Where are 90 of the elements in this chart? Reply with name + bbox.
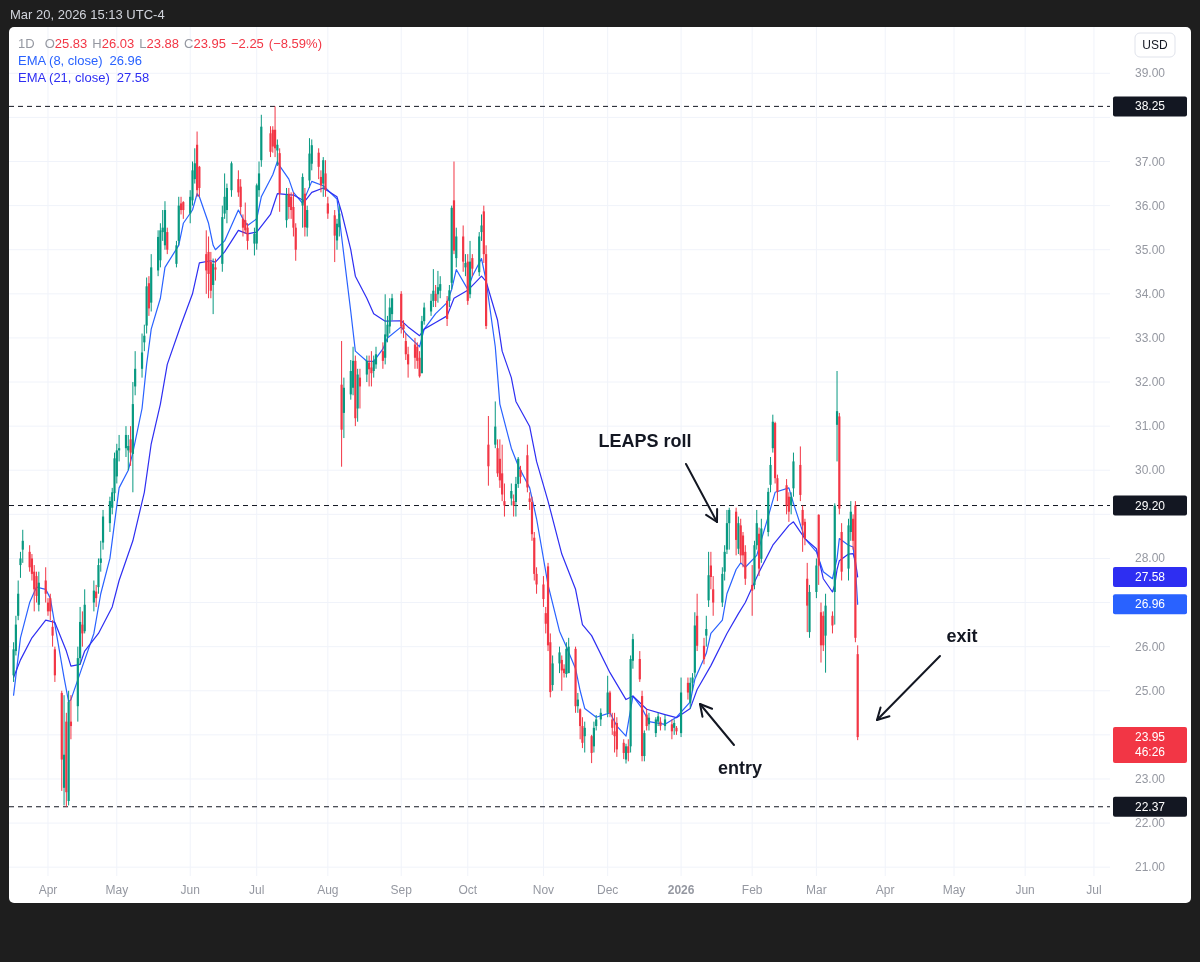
candlestick (728, 507, 731, 551)
candlestick (638, 650, 641, 683)
candlestick (333, 209, 336, 263)
candlestick (37, 571, 40, 612)
y-axis-title: USD (1142, 38, 1168, 52)
y-tick-label: 32.00 (1134, 375, 1166, 390)
x-tick-label: Jul (1086, 883, 1102, 897)
ref-line-label: 22.37 (1134, 799, 1166, 814)
x-tick-label: Dec (597, 883, 619, 897)
annotation: LEAPS roll (598, 431, 692, 451)
annotation: 26.96 (109, 52, 143, 68)
x-tick-label: Jun (1015, 883, 1035, 897)
candlestick (464, 253, 467, 277)
x-tick-label: Jun (180, 883, 200, 897)
candlestick (831, 610, 834, 634)
y-tick-label: 35.00 (1134, 242, 1166, 257)
y-tick-label: 22.00 (1134, 816, 1166, 831)
text: Mar 20, 2026 15:13 UTC-4 (10, 6, 165, 22)
candlestick (622, 738, 625, 760)
ref-line-label: 38.25 (1134, 99, 1166, 114)
y-tick-label: 26.00 (1134, 639, 1166, 654)
y-tick-label: 33.00 (1134, 330, 1166, 345)
text: O25.83 H26.03 L23.88 C23.95 −2.25 (−8.59%) (44, 35, 322, 51)
y-tick-label: 36.00 (1134, 198, 1166, 213)
candlestick (702, 637, 706, 665)
annotation: exit (946, 626, 978, 646)
y-tick-label: 39.00 (1134, 66, 1166, 81)
candlestick (322, 156, 325, 198)
y-tick-label: 21.00 (1134, 860, 1166, 875)
candlestick (455, 227, 458, 268)
annotation: 27.58 (116, 69, 150, 85)
y-tick-label: 34.00 (1134, 286, 1166, 301)
candlestick (436, 270, 440, 304)
y-tick-label: 31.00 (1134, 419, 1166, 434)
candlestick (269, 125, 272, 158)
candlestick (365, 355, 368, 383)
candlestick (705, 615, 708, 648)
x-tick-label: Aug (317, 883, 339, 897)
y-tick-label: 28.00 (1134, 551, 1166, 566)
y-tick-label: 23.00 (1134, 771, 1166, 786)
candlestick (326, 196, 329, 220)
x-tick-label: Apr (875, 883, 895, 897)
candlestick (512, 494, 515, 518)
candlestick (179, 196, 183, 215)
candlestick (551, 654, 554, 692)
candlestick (627, 738, 630, 762)
text: EMA (21, close) (18, 69, 110, 85)
candlestick (439, 275, 442, 299)
x-tick-label: May (942, 883, 966, 897)
x-tick-label: Apr (38, 883, 58, 897)
x-tick-label: 2026 (667, 883, 695, 897)
candlestick (606, 675, 609, 718)
candlestick (624, 743, 628, 765)
text: 46:26 (1134, 745, 1166, 760)
text: 1D (18, 35, 35, 51)
candlestick (663, 714, 667, 731)
y-tick-label: 37.00 (1134, 154, 1166, 169)
x-tick-label: Mar (806, 883, 827, 897)
x-tick-label: Feb (741, 883, 763, 897)
text: 27.58 (1134, 569, 1166, 584)
text: EMA (8, close) (18, 52, 103, 68)
candlestick (613, 712, 616, 754)
y-tick-label: 30.00 (1134, 463, 1166, 478)
ref-line-label: 29.20 (1134, 498, 1166, 513)
candlestick (49, 593, 52, 621)
candlestick (381, 341, 384, 370)
candlestick (542, 575, 545, 608)
candlestick (384, 293, 387, 365)
candlestick (494, 400, 497, 449)
candlestick (471, 253, 474, 277)
candlestick (214, 258, 217, 282)
candlestick (324, 159, 327, 198)
x-tick-label: Jul (249, 883, 265, 897)
candlestick (92, 580, 95, 612)
candlestick (590, 734, 593, 764)
x-tick-label: Oct (458, 883, 478, 897)
y-tick-label: 25.00 (1134, 683, 1166, 698)
x-tick-label: Nov (532, 883, 555, 897)
candlestick (166, 227, 169, 255)
x-tick-label: Sep (390, 883, 413, 897)
candlestick (654, 716, 657, 738)
x-tick-label: May (105, 883, 129, 897)
candlestick (643, 729, 646, 762)
annotation: entry (717, 758, 763, 778)
candlestick (835, 370, 839, 462)
candlestick (689, 677, 692, 709)
candlestick (306, 205, 309, 237)
text: 23.95 (1134, 730, 1166, 745)
candlestick (51, 619, 54, 648)
text: 26.96 (1134, 597, 1166, 612)
